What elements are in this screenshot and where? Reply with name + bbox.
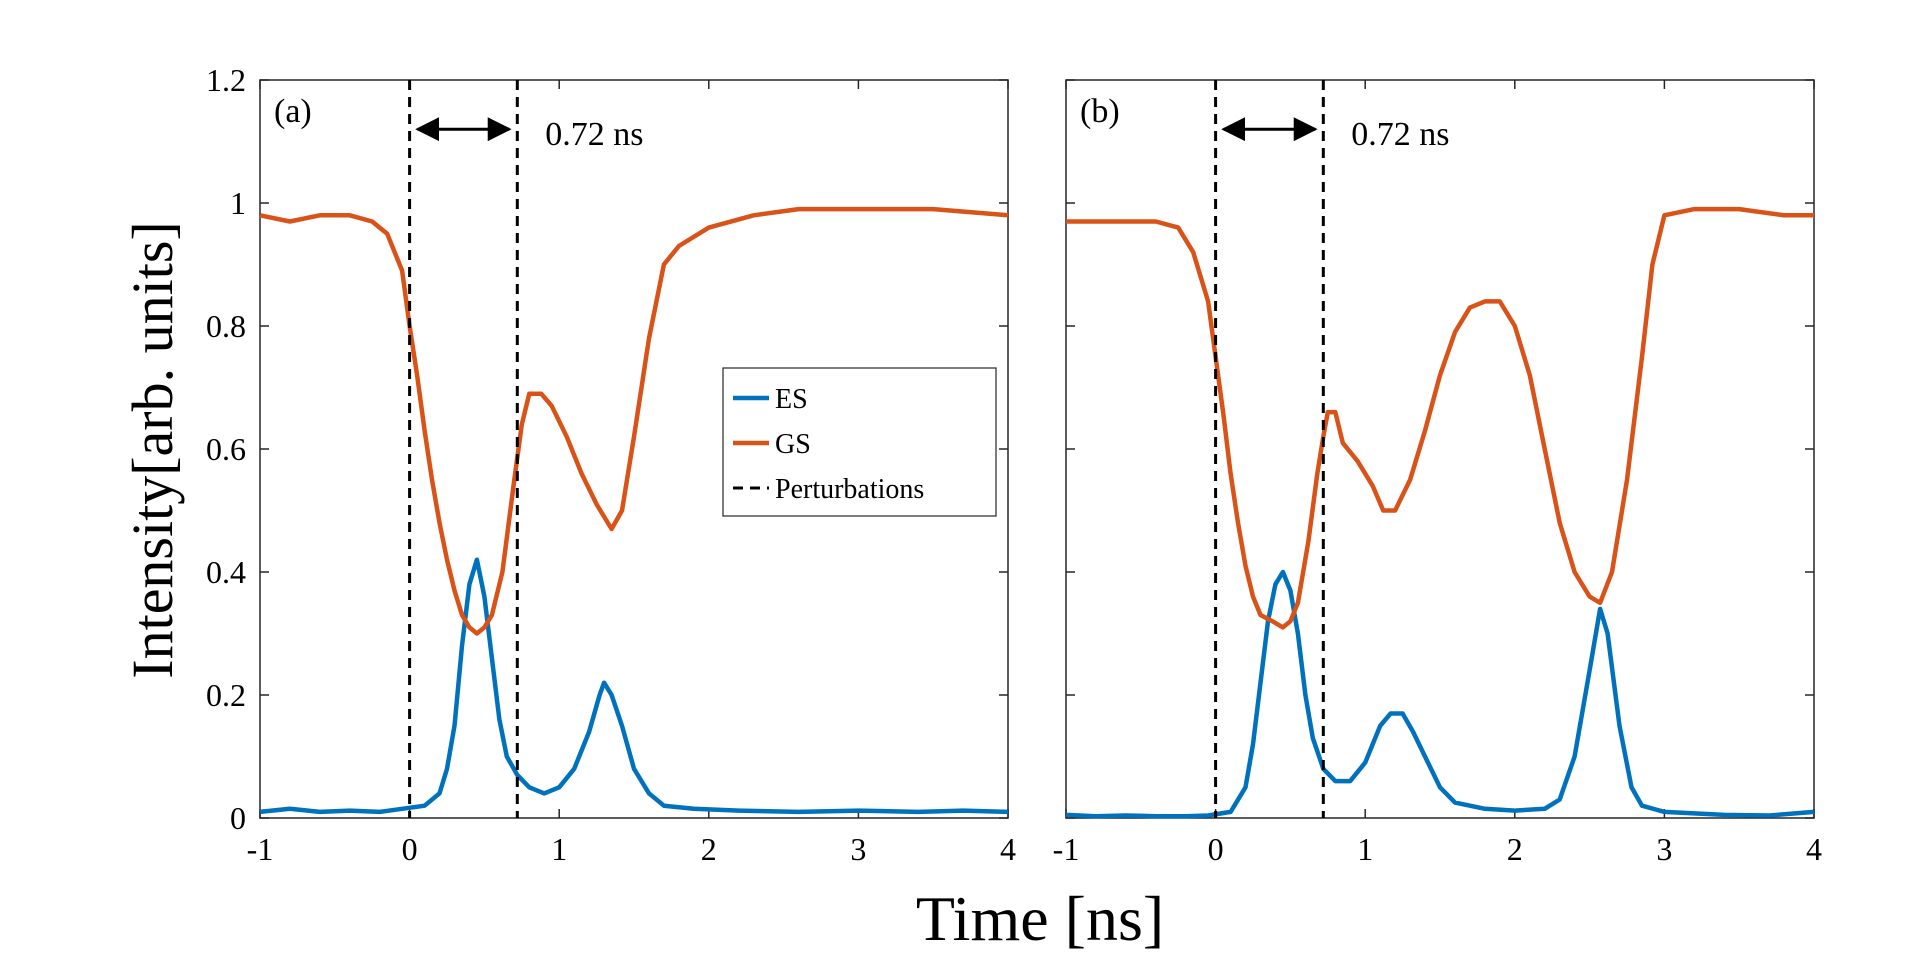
interval-annotation: 0.72 ns [545,116,643,153]
legend-label: ES [775,384,808,415]
series-line-gs [1066,206,1814,630]
legend-label: GS [775,429,811,460]
x-tick-label: 3 [1656,831,1672,867]
interval-annotation: 0.72 ns [1351,116,1449,153]
x-tick-label: 1 [1357,831,1373,867]
panel-tag: (b) [1080,93,1120,130]
x-tick-label: -1 [247,831,274,867]
x-axis-label: Time [ns] [916,883,1164,954]
y-tick-label: 0.2 [206,677,246,713]
y-tick-label: 0 [230,800,246,836]
y-tick-label: 1 [230,185,246,221]
x-tick-label: 2 [701,831,717,867]
x-tick-label: 4 [1000,831,1016,867]
x-tick-label: 3 [850,831,866,867]
y-axis-label: Intensity[arb. units] [120,221,185,678]
x-tick-label: 2 [1507,831,1523,867]
y-tick-label: 1.2 [206,62,246,98]
x-tick-label: 1 [551,831,567,867]
panel-a: -1 0 1 2 3 400.20.40.60.811.20.72 ns(a)ESGSPe… [206,62,1016,867]
panel-tag: (a) [274,93,312,130]
series-line-es [1065,569,1815,819]
series-line-es [259,557,1009,815]
x-tick-label: -1 [1053,831,1080,867]
y-tick-label: 0.8 [206,308,246,344]
x-tick-label: 4 [1806,831,1822,867]
x-tick-label: 0 [1208,831,1224,867]
axes-frame [1065,79,1815,819]
y-tick-label: 0.6 [206,431,246,467]
panel-b: -1 0 1 2 3 4 0.72 ns (b) [1053,79,1822,867]
x-tick-label: 0 [402,831,418,867]
y-tick-label: 0.4 [206,554,246,590]
legend-box [722,367,997,517]
series-line-gs [259,206,1009,636]
legend-label: Perturbations [775,474,924,505]
